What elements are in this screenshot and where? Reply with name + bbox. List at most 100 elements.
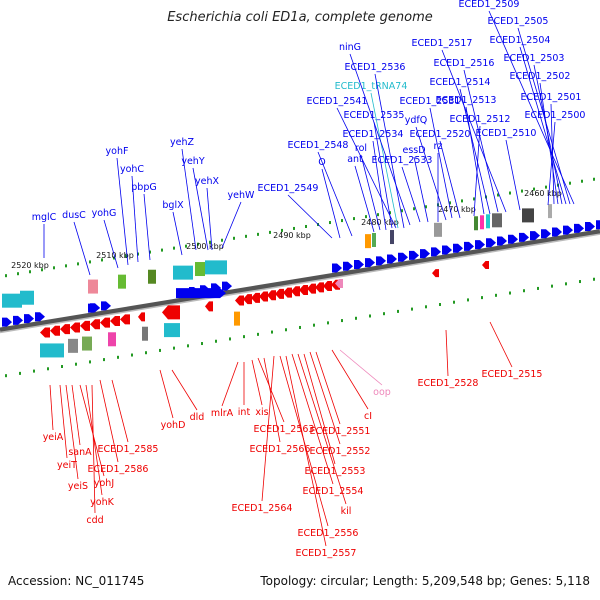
- gene-label-upper[interactable]: ECED1_2516: [434, 58, 495, 69]
- scale-tick-lower: [75, 362, 77, 366]
- gene-label-lower[interactable]: oop: [373, 387, 391, 398]
- scale-tick-lower: [201, 342, 203, 346]
- gene-label-upper[interactable]: ECED1_2533: [372, 155, 433, 166]
- leader-line-upper: [372, 140, 387, 231]
- gene-label-lower[interactable]: yeiS: [68, 481, 88, 492]
- gene-label-lower[interactable]: yeiA: [43, 432, 64, 443]
- gene-label-lower[interactable]: ECED1_2586: [88, 464, 149, 475]
- gene-label-upper[interactable]: ECED1_2505: [488, 16, 549, 27]
- gene-label-lower[interactable]: yohK: [90, 497, 114, 508]
- gene-label-upper[interactable]: ydfQ: [405, 115, 427, 126]
- feature-box-lower: [234, 311, 240, 326]
- feature-box-lower: [40, 343, 64, 358]
- gene-label-lower[interactable]: yohD: [161, 420, 186, 431]
- gene-label-upper[interactable]: yehX: [195, 176, 219, 187]
- gene-label-upper[interactable]: ECED1_2512: [450, 114, 511, 125]
- feature-box-upper: [148, 269, 156, 284]
- leader-line-upper: [459, 88, 491, 215]
- leader-line-upper: [181, 148, 197, 251]
- reverse-gene-arrow: [162, 305, 180, 320]
- gene-label-upper[interactable]: ECED1_2501: [521, 92, 582, 103]
- gene-label-upper[interactable]: yehZ: [170, 137, 194, 148]
- gene-label-lower[interactable]: ECED1_2564: [232, 503, 293, 514]
- gene-label-upper[interactable]: essD: [402, 145, 425, 156]
- gene-label-lower[interactable]: kil: [341, 506, 352, 517]
- scale-tick-lower: [579, 280, 581, 284]
- leader-line-upper: [349, 53, 411, 226]
- reverse-gene-arrow: [315, 282, 324, 293]
- gene-label-upper[interactable]: ECED1_2536: [345, 62, 406, 73]
- gene-label-upper[interactable]: rol: [355, 143, 367, 154]
- feature-box-lower: [82, 336, 92, 351]
- gene-label-upper[interactable]: ECED1_2510: [476, 128, 537, 139]
- leader-line-upper: [488, 10, 575, 205]
- gene-label-upper[interactable]: ECED1_tRNA74: [335, 81, 408, 92]
- gene-label-lower[interactable]: cdd: [86, 515, 103, 526]
- leader-line-lower: [261, 355, 275, 502]
- gene-label-lower[interactable]: ECED1_2566: [250, 444, 311, 455]
- gene-label-upper[interactable]: ECED1_2500: [525, 110, 586, 121]
- scale-tick-upper: [413, 207, 415, 211]
- gene-label-lower[interactable]: dld: [190, 412, 205, 423]
- gene-label-upper[interactable]: ECED1_2514: [430, 77, 491, 88]
- gene-label-upper[interactable]: yehW: [228, 190, 255, 201]
- gene-label-lower[interactable]: ECED1_2563: [254, 424, 315, 435]
- gene-label-lower[interactable]: cI: [364, 411, 372, 422]
- gene-label-lower[interactable]: ECED1_2515: [482, 369, 543, 380]
- reverse-gene-arrow: [90, 319, 100, 330]
- gene-label-lower[interactable]: ECED1_2553: [305, 466, 366, 477]
- gene-label-lower[interactable]: ECED1_2585: [98, 444, 159, 455]
- gene-label-upper[interactable]: ECED1_2535: [344, 110, 405, 121]
- gene-label-upper[interactable]: mglC: [32, 212, 57, 223]
- reverse-gene-arrow: [299, 284, 308, 295]
- scale-tick-upper: [77, 262, 79, 266]
- gene-label-upper[interactable]: ECED1_2548: [288, 140, 349, 151]
- gene-label-upper[interactable]: ECED1_2541: [307, 96, 368, 107]
- gene-label-lower[interactable]: ECED1_2551: [310, 426, 371, 437]
- gene-label-lower[interactable]: sanA: [68, 447, 92, 458]
- leader-line-upper: [441, 49, 507, 213]
- gene-label-lower[interactable]: int: [238, 407, 251, 418]
- gene-label-upper[interactable]: ECED1_2549: [258, 183, 319, 194]
- gene-label-upper[interactable]: ninG: [339, 42, 361, 53]
- gene-label-lower[interactable]: ECED1_2552: [310, 446, 371, 457]
- gene-label-lower[interactable]: ECED1_2528: [418, 378, 479, 389]
- gene-label-lower[interactable]: xis: [255, 407, 268, 418]
- gene-label-upper[interactable]: ant: [347, 154, 363, 165]
- gene-label-upper[interactable]: ECED1_2502: [510, 71, 571, 82]
- gene-label-lower[interactable]: ECED1_2556: [298, 528, 359, 539]
- gene-label-upper[interactable]: yohG: [92, 208, 117, 219]
- gene-label-upper[interactable]: dusC: [62, 210, 86, 221]
- gene-label-upper[interactable]: ECED1_2531: [400, 96, 461, 107]
- gene-label-upper[interactable]: ECED1_2513: [436, 95, 497, 106]
- gene-label-upper[interactable]: yohC: [120, 164, 144, 175]
- gene-label-lower[interactable]: mlrA: [211, 408, 234, 419]
- scale-tick-lower: [243, 335, 245, 339]
- gene-label-upper[interactable]: bglX: [162, 200, 184, 211]
- gene-label-upper[interactable]: ECED1_2517: [412, 38, 473, 49]
- leader-line-lower: [171, 369, 198, 411]
- scale-tick-upper: [545, 185, 547, 189]
- gene-label-upper[interactable]: yohF: [106, 146, 129, 157]
- scale-tick-upper: [125, 254, 127, 258]
- gene-label-upper[interactable]: ECED1_2503: [504, 53, 565, 64]
- gene-label-upper[interactable]: ECED1_2520: [410, 129, 471, 140]
- gene-label-upper[interactable]: ECED1_2534: [343, 129, 404, 140]
- gene-label-lower[interactable]: ECED1_2554: [303, 486, 364, 497]
- reverse-gene-arrow: [291, 286, 300, 297]
- scale-tick-upper: [329, 221, 331, 225]
- scale-tick-upper: [449, 201, 451, 205]
- leader-line-upper: [221, 201, 242, 249]
- gene-label-lower[interactable]: yohJ: [94, 478, 114, 489]
- gene-label-upper[interactable]: pbpG: [131, 182, 156, 193]
- reverse-gene-arrow: [251, 292, 260, 303]
- scale-tick-lower: [103, 358, 105, 362]
- feature-box-lower: [142, 326, 148, 341]
- gene-label-upper[interactable]: yehY: [181, 156, 204, 167]
- gene-label-lower[interactable]: ECED1_2557: [296, 548, 357, 559]
- reverse-gene-arrow: [323, 281, 332, 292]
- gene-label-upper[interactable]: ECED1_2509: [459, 0, 520, 10]
- gene-label-lower[interactable]: yeiT: [57, 460, 77, 471]
- gene-label-upper[interactable]: ECED1_2504: [490, 35, 551, 46]
- scale-label: 2500 kbp: [186, 242, 224, 251]
